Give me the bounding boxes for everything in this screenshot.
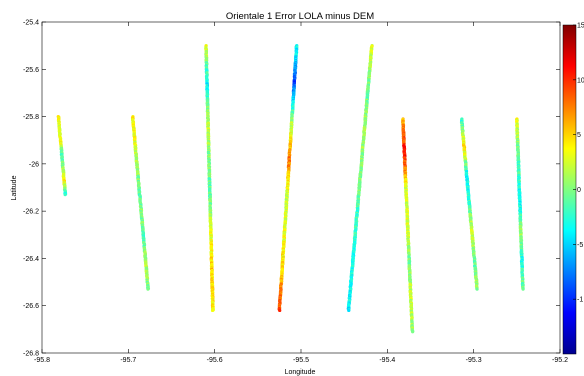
chart-title: Orientale 1 Error LOLA minus DEM xyxy=(226,11,374,22)
colorbar-ticks: 15 10 5 0 -5 -1 xyxy=(573,23,584,304)
data-point xyxy=(278,308,282,313)
plot-area xyxy=(41,21,561,354)
colorbar-tick-label: 15 xyxy=(577,23,584,30)
data-point xyxy=(210,308,215,313)
y-tick-label: -26 xyxy=(29,161,39,168)
x-tick-label: -95.5 xyxy=(293,357,309,364)
colorbar-tick-label: 10 xyxy=(577,77,584,84)
y-axis-title: Latitude xyxy=(11,175,18,200)
data-point xyxy=(347,308,351,313)
data-point xyxy=(146,287,150,291)
colorbar-tick-label: -1 xyxy=(577,297,583,304)
data-point xyxy=(411,330,415,334)
x-axis-ticks: -95.8 -95.7 -95.6 -95.5 -95.4 -95.3 -95.2 xyxy=(34,22,568,364)
y-tick-label: -26.2 xyxy=(23,209,39,216)
y-axis-ticks: -25.4 -25.6 -25.8 -26 -26.2 -26.4 -26.6 -26.8 xyxy=(23,20,560,358)
x-axis-title: Longitude xyxy=(285,369,316,376)
x-tick-label: -95.3 xyxy=(466,357,482,364)
y-tick-label: -26.6 xyxy=(23,303,39,310)
x-tick-label: -95.4 xyxy=(379,357,395,364)
data-point xyxy=(521,287,525,291)
colorbar-tick-label: 5 xyxy=(577,132,581,139)
y-tick-label: -25.6 xyxy=(23,67,39,74)
y-tick-label: -25.8 xyxy=(23,114,39,121)
y-tick-label: -26.4 xyxy=(23,256,39,263)
x-tick-label: -95.6 xyxy=(207,357,223,364)
data-point xyxy=(63,192,67,197)
x-tick-label: -95.7 xyxy=(120,357,136,364)
colorbar-tick-label: 0 xyxy=(577,187,581,194)
data-point xyxy=(475,287,479,291)
y-tick-label: -25.4 xyxy=(23,20,39,27)
x-tick-label: -95.2 xyxy=(552,357,568,364)
x-tick-label: -95.8 xyxy=(34,357,50,364)
colorbar-tick-label: -5 xyxy=(577,242,583,249)
data-points-layer xyxy=(56,44,525,334)
y-tick-label: -26.8 xyxy=(23,351,39,358)
